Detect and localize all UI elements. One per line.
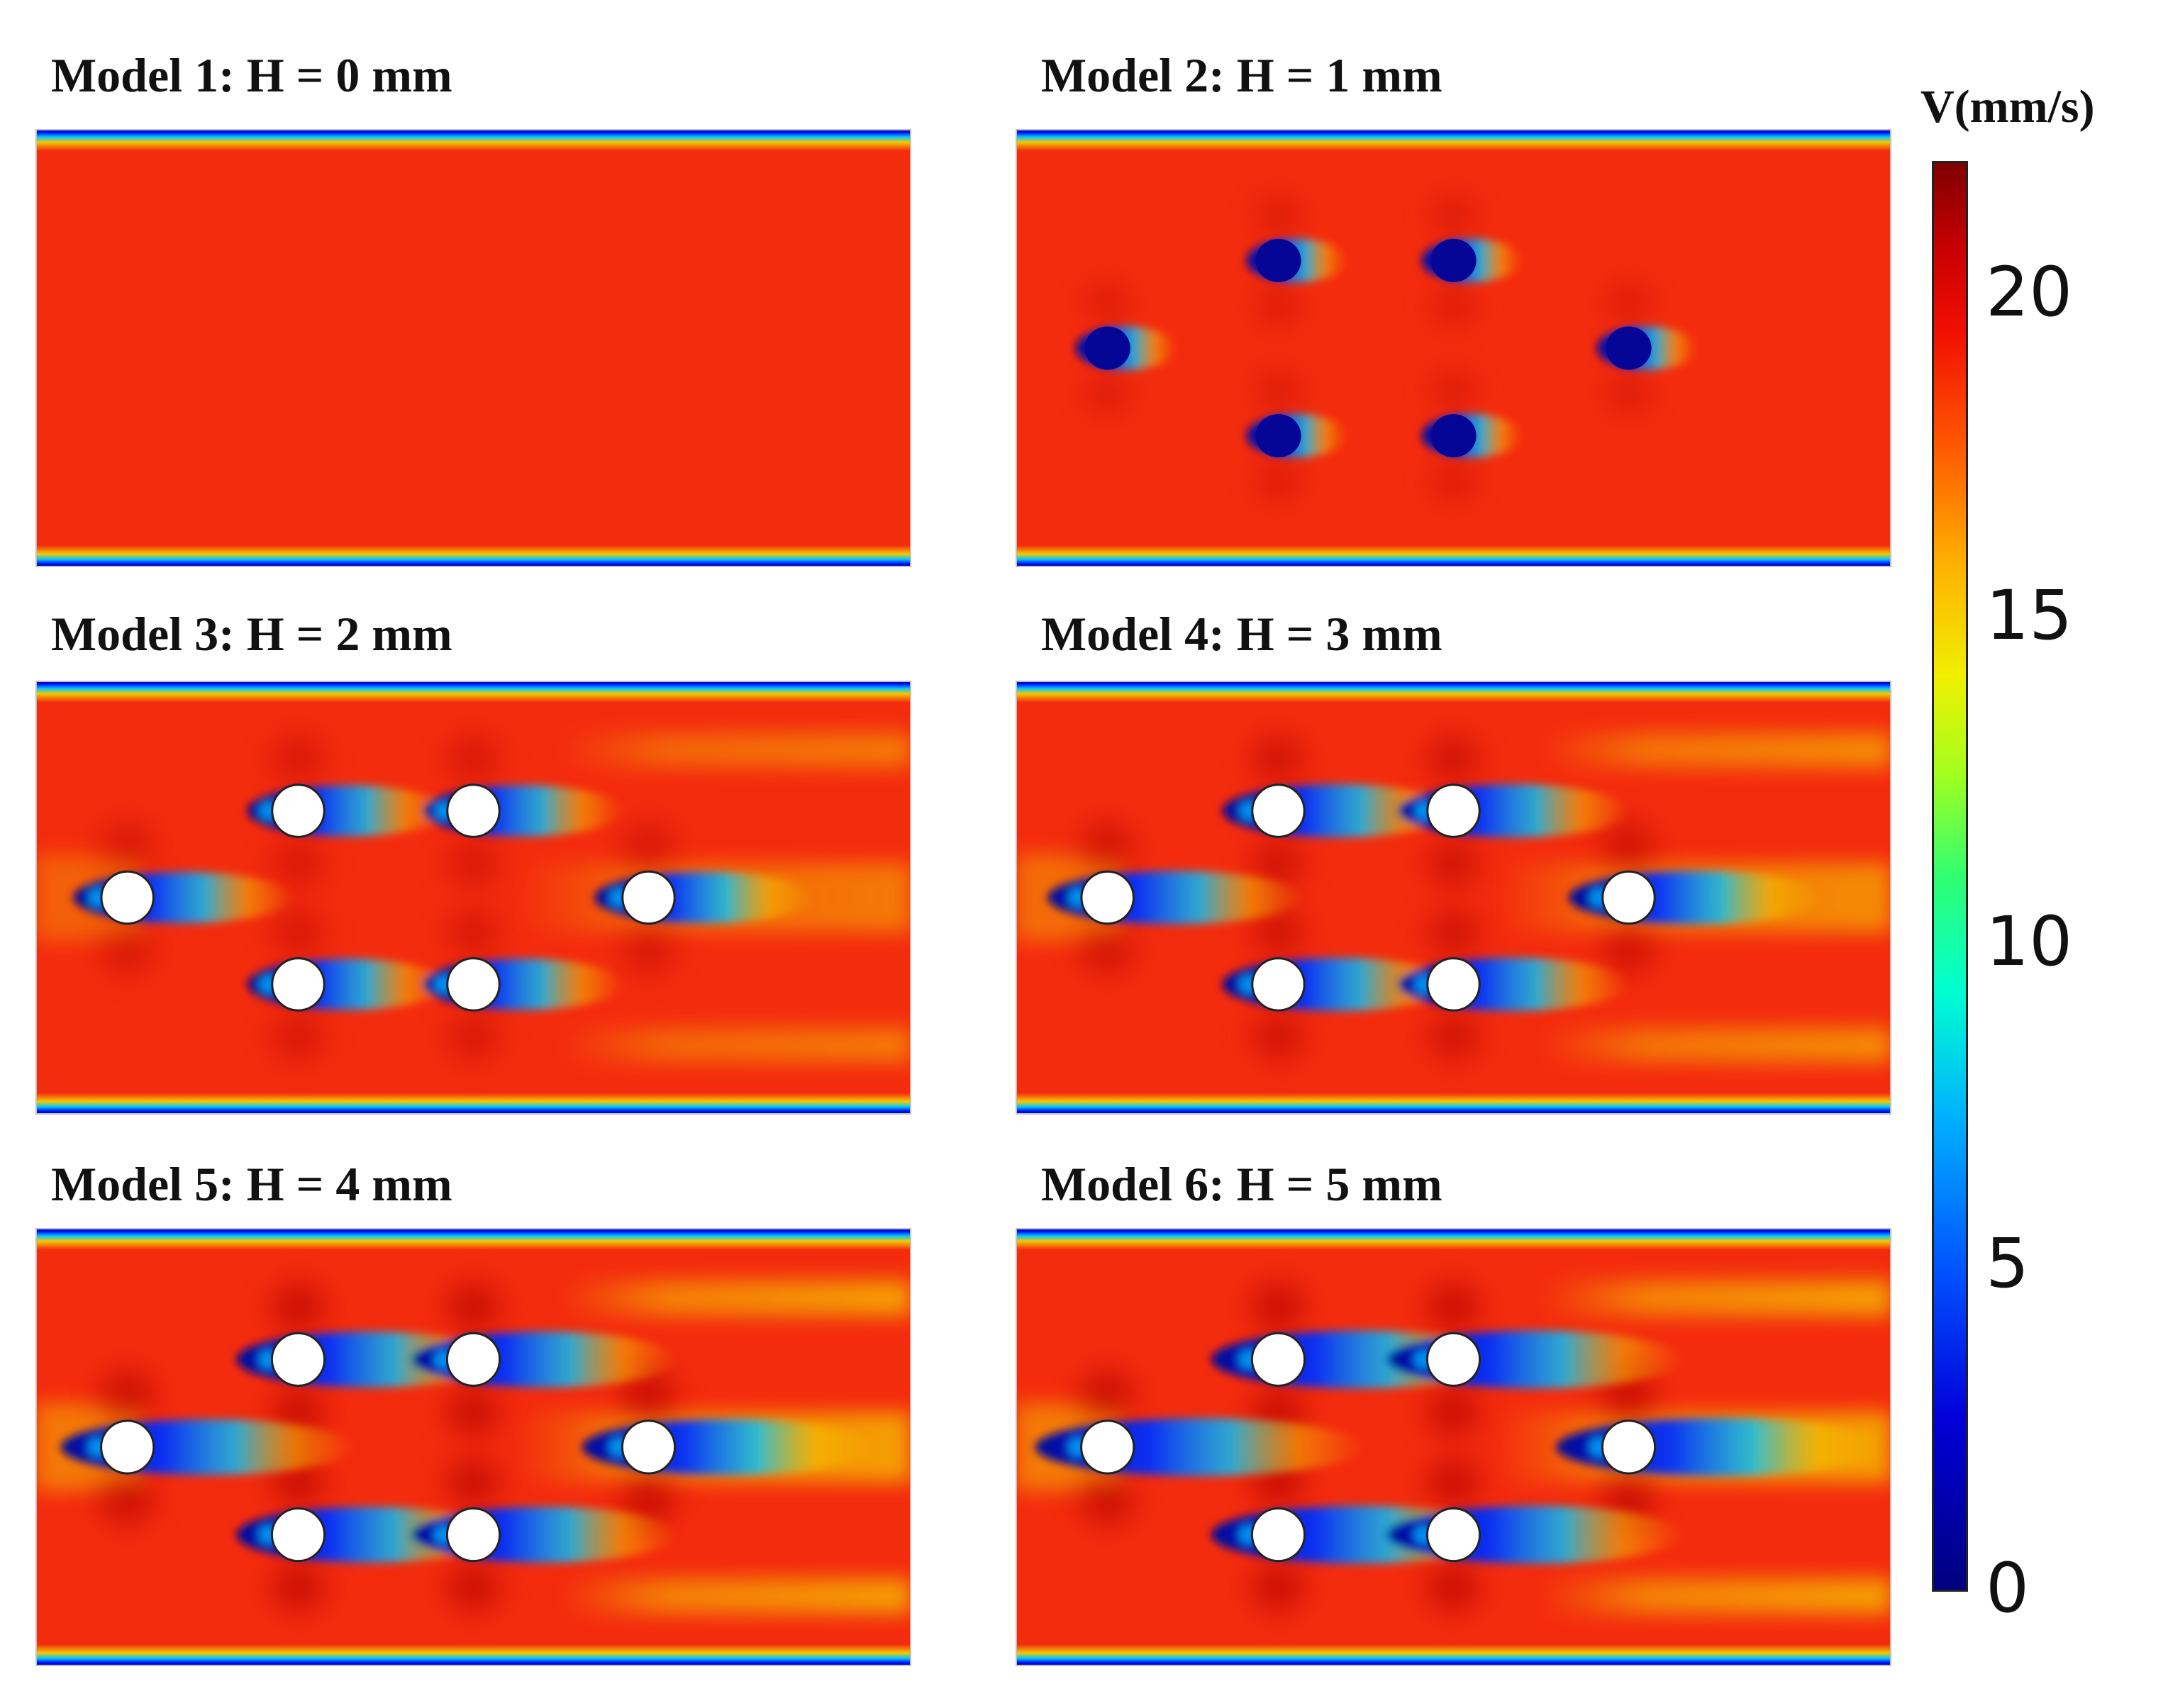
colorbar [1932, 161, 1968, 1592]
panel-2-title: Model 2: H = 1 mm [1041, 48, 1442, 102]
colorbar-tick-15: 15 [1986, 576, 2073, 655]
panel-5-title: Model 5: H = 4 mm [51, 1157, 452, 1211]
panel-4-velocity-field [1016, 681, 1891, 1115]
panel-6-velocity-field [1016, 1228, 1891, 1666]
colorbar-tick-10: 10 [1986, 902, 2073, 981]
panel-5-velocity-field [35, 1228, 911, 1666]
panel-4-title: Model 4: H = 3 mm [1041, 607, 1442, 661]
colorbar-tick-5: 5 [1986, 1224, 2030, 1303]
panel-6-title: Model 6: H = 5 mm [1041, 1157, 1442, 1211]
panel-1-title: Model 1: H = 0 mm [51, 48, 452, 102]
panel-3-title: Model 3: H = 2 mm [51, 607, 452, 661]
panel-3-velocity-field [35, 681, 911, 1115]
colorbar-title: V(mm/s) [1920, 81, 2095, 133]
colorbar-tick-0: 0 [1986, 1548, 2030, 1628]
colorbar-tick-20: 20 [1986, 252, 2073, 332]
panel-1-velocity-field [35, 129, 911, 567]
panel-2-velocity-field [1016, 129, 1891, 567]
